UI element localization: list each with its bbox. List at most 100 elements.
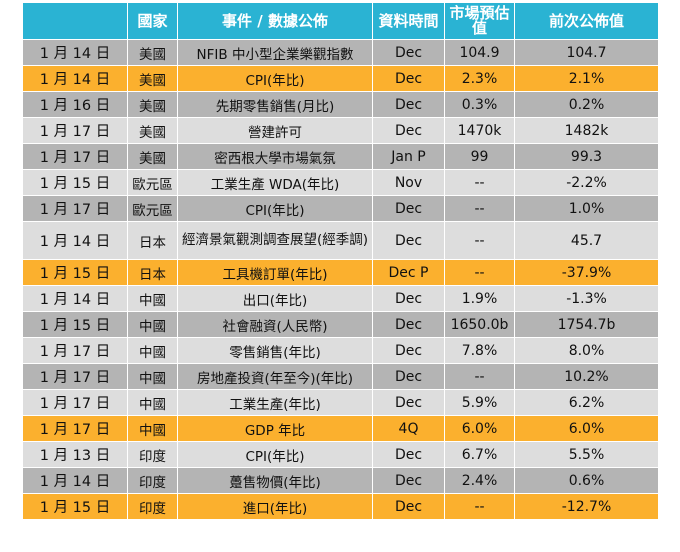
cell-previous: 1754.7b (514, 311, 659, 338)
cell-date: 1 月 15 日 (22, 169, 128, 196)
cell-date: 1 月 17 日 (22, 337, 128, 364)
cell-date: 1 月 17 日 (22, 389, 128, 416)
cell-country: 美國 (127, 65, 178, 92)
cell-country: 美國 (127, 117, 178, 144)
cell-date: 1 月 14 日 (22, 221, 128, 260)
cell-period: Dec (372, 467, 445, 494)
cell-country: 日本 (127, 259, 178, 286)
cell-previous: -2.2% (514, 169, 659, 196)
cell-country: 中國 (127, 311, 178, 338)
cell-previous: 0.6% (514, 467, 659, 494)
cell-period: Nov (372, 169, 445, 196)
cell-period: Jan P (372, 143, 445, 170)
header-event: 事件 / 數據公佈 (177, 2, 373, 40)
cell-period: Dec (372, 441, 445, 468)
cell-country: 印度 (127, 493, 178, 520)
cell-event: 營建許可 (177, 117, 373, 144)
table-row: 1 月 17 日中國 工業生產(年比) Dec 5.9% 6.2% (22, 389, 659, 416)
table-row: 1 月 14 日美國 NFIB 中小型企業樂觀指數 Dec 104.9 104.7 (22, 39, 659, 66)
cell-date: 1 月 14 日 (22, 285, 128, 312)
cell-previous: 1482k (514, 117, 659, 144)
cell-date: 1 月 17 日 (22, 117, 128, 144)
cell-country: 中國 (127, 337, 178, 364)
table-row: 1 月 17 日美國 密西根大學市場氣氛 Jan P 99 99.3 (22, 143, 659, 170)
table-row: 1 月 17 日中國 GDP 年比 4Q 6.0% 6.0% (22, 415, 659, 442)
cell-country: 美國 (127, 91, 178, 118)
header-previous: 前次公佈值 (514, 2, 659, 40)
cell-previous: 104.7 (514, 39, 659, 66)
cell-country: 中國 (127, 415, 178, 442)
cell-date: 1 月 14 日 (22, 467, 128, 494)
header-date (22, 2, 128, 40)
cell-event: 經濟景氣觀測調查展望(經季調) (177, 221, 373, 260)
table-row: 1 月 14 日印度 躉售物價(年比) Dec 2.4% 0.6% (22, 467, 659, 494)
table-row: 1 月 15 日印度 進口(年比) Dec -- -12.7% (22, 493, 659, 520)
cell-event: 進口(年比) (177, 493, 373, 520)
cell-event: GDP 年比 (177, 415, 373, 442)
cell-forecast: 1470k (444, 117, 515, 144)
cell-country: 中國 (127, 363, 178, 390)
table-row: 1 月 17 日中國 零售銷售(年比) Dec 7.8% 8.0% (22, 337, 659, 364)
table-body: 1 月 14 日美國 NFIB 中小型企業樂觀指數 Dec 104.9 104.7 1 月… (22, 39, 659, 520)
cell-period: Dec (372, 363, 445, 390)
cell-previous: 10.2% (514, 363, 659, 390)
cell-period: Dec (372, 337, 445, 364)
cell-event: CPI(年比) (177, 195, 373, 222)
cell-forecast: -- (444, 259, 515, 286)
cell-forecast: -- (444, 169, 515, 196)
cell-period: Dec (372, 91, 445, 118)
cell-event: 密西根大學市場氣氛 (177, 143, 373, 170)
cell-country: 歐元區 (127, 195, 178, 222)
cell-event: CPI(年比) (177, 65, 373, 92)
cell-country: 美國 (127, 39, 178, 66)
table-header-row: 國家 事件 / 數據公佈 資料時間 市場預估值 前次公佈值 (22, 2, 659, 40)
cell-country: 中國 (127, 285, 178, 312)
cell-previous: 0.2% (514, 91, 659, 118)
cell-forecast: 2.3% (444, 65, 515, 92)
cell-forecast: -- (444, 493, 515, 520)
table-row: 1 月 15 日日本 工具機訂單(年比) Dec P -- -37.9% (22, 259, 659, 286)
cell-previous: 6.0% (514, 415, 659, 442)
cell-date: 1 月 17 日 (22, 415, 128, 442)
table-row: 1 月 14 日中國 出口(年比) Dec 1.9% -1.3% (22, 285, 659, 312)
cell-forecast: 1650.0b (444, 311, 515, 338)
cell-previous: 1.0% (514, 195, 659, 222)
cell-event: 工業生產 WDA(年比) (177, 169, 373, 196)
cell-forecast: 104.9 (444, 39, 515, 66)
cell-event: 工具機訂單(年比) (177, 259, 373, 286)
cell-previous: 99.3 (514, 143, 659, 170)
cell-date: 1 月 17 日 (22, 195, 128, 222)
cell-previous: 6.2% (514, 389, 659, 416)
cell-event: 躉售物價(年比) (177, 467, 373, 494)
cell-date: 1 月 15 日 (22, 259, 128, 286)
cell-previous: -37.9% (514, 259, 659, 286)
cell-forecast: 2.4% (444, 467, 515, 494)
cell-date: 1 月 17 日 (22, 143, 128, 170)
cell-previous: 45.7 (514, 221, 659, 260)
cell-country: 中國 (127, 389, 178, 416)
cell-period: Dec (372, 389, 445, 416)
economic-calendar-table: 國家 事件 / 數據公佈 資料時間 市場預估值 前次公佈值 1 月 14 日美國… (22, 2, 659, 520)
table-row: 1 月 17 日美國 營建許可 Dec 1470k 1482k (22, 117, 659, 144)
cell-date: 1 月 15 日 (22, 311, 128, 338)
table-row: 1 月 15 日歐元區 工業生產 WDA(年比) Nov -- -2.2% (22, 169, 659, 196)
cell-date: 1 月 15 日 (22, 493, 128, 520)
cell-event: CPI(年比) (177, 441, 373, 468)
cell-forecast: 5.9% (444, 389, 515, 416)
cell-date: 1 月 14 日 (22, 65, 128, 92)
cell-period: Dec (372, 117, 445, 144)
cell-period: Dec (372, 39, 445, 66)
economic-calendar: 國家 事件 / 數據公佈 資料時間 市場預估值 前次公佈值 1 月 14 日美國… (22, 2, 659, 520)
cell-period: 4Q (372, 415, 445, 442)
table-row: 1 月 16 日美國 先期零售銷售(月比) Dec 0.3% 0.2% (22, 91, 659, 118)
table-row: 1 月 17 日中國 房地產投資(年至今)(年比) Dec -- 10.2% (22, 363, 659, 390)
cell-previous: 5.5% (514, 441, 659, 468)
cell-date: 1 月 17 日 (22, 363, 128, 390)
cell-forecast: 7.8% (444, 337, 515, 364)
cell-previous: 2.1% (514, 65, 659, 92)
cell-period: Dec (372, 285, 445, 312)
cell-event: 社會融資(人民幣) (177, 311, 373, 338)
cell-period: Dec P (372, 259, 445, 286)
cell-forecast: 1.9% (444, 285, 515, 312)
cell-country: 日本 (127, 221, 178, 260)
